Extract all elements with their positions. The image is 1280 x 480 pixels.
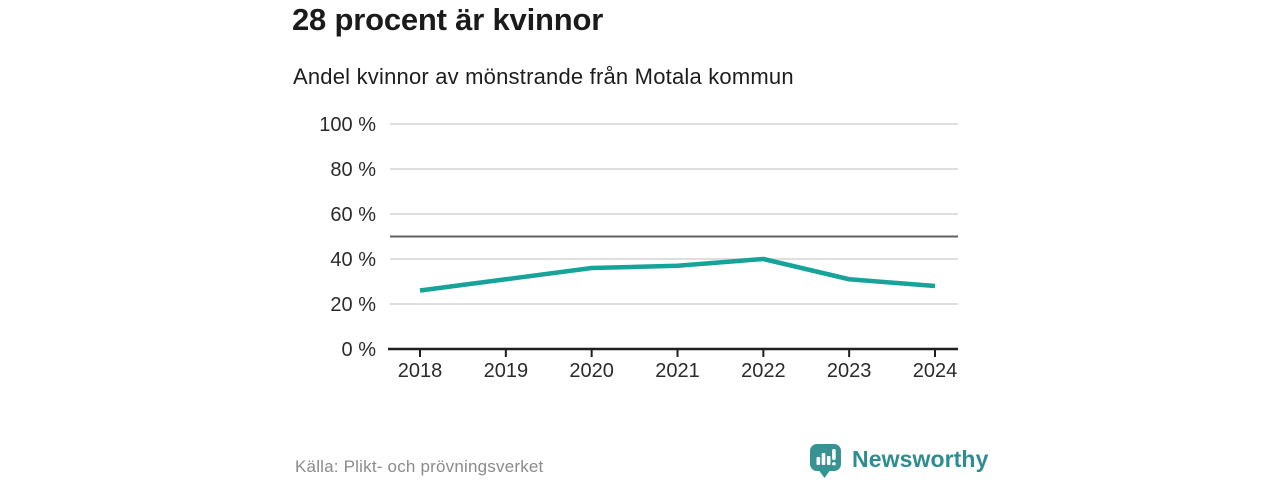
chart-subtitle: Andel kvinnor av mönstrande från Motala … [293,64,794,89]
source-note: Källa: Plikt- och prövningsverket [295,457,544,476]
newsworthy-logo: Newsworthy [809,443,988,479]
y-tick-label: 100 % [319,114,376,136]
y-tick-label: 80 % [330,159,376,181]
x-tick-label: 2021 [655,360,700,382]
x-tick-label: 2020 [569,360,614,382]
y-tick-label: 40 % [330,249,376,271]
data-line-andel-kvinnor [419,256,936,293]
y-tick-label: 60 % [330,204,376,226]
x-tick-label: 2022 [741,360,786,382]
x-tick-label: 2018 [398,360,443,382]
newsworthy-logo-text: Newsworthy [852,446,989,472]
newsworthy-logo-icon [810,444,841,478]
x-tick-label: 2024 [913,360,958,382]
y-tick-label: 0 % [342,339,377,361]
x-tick-label: 2019 [484,360,529,382]
y-tick-label: 20 % [330,294,376,316]
x-tick-label: 2023 [827,360,872,382]
chart-title: 28 procent är kvinnor [292,2,604,37]
